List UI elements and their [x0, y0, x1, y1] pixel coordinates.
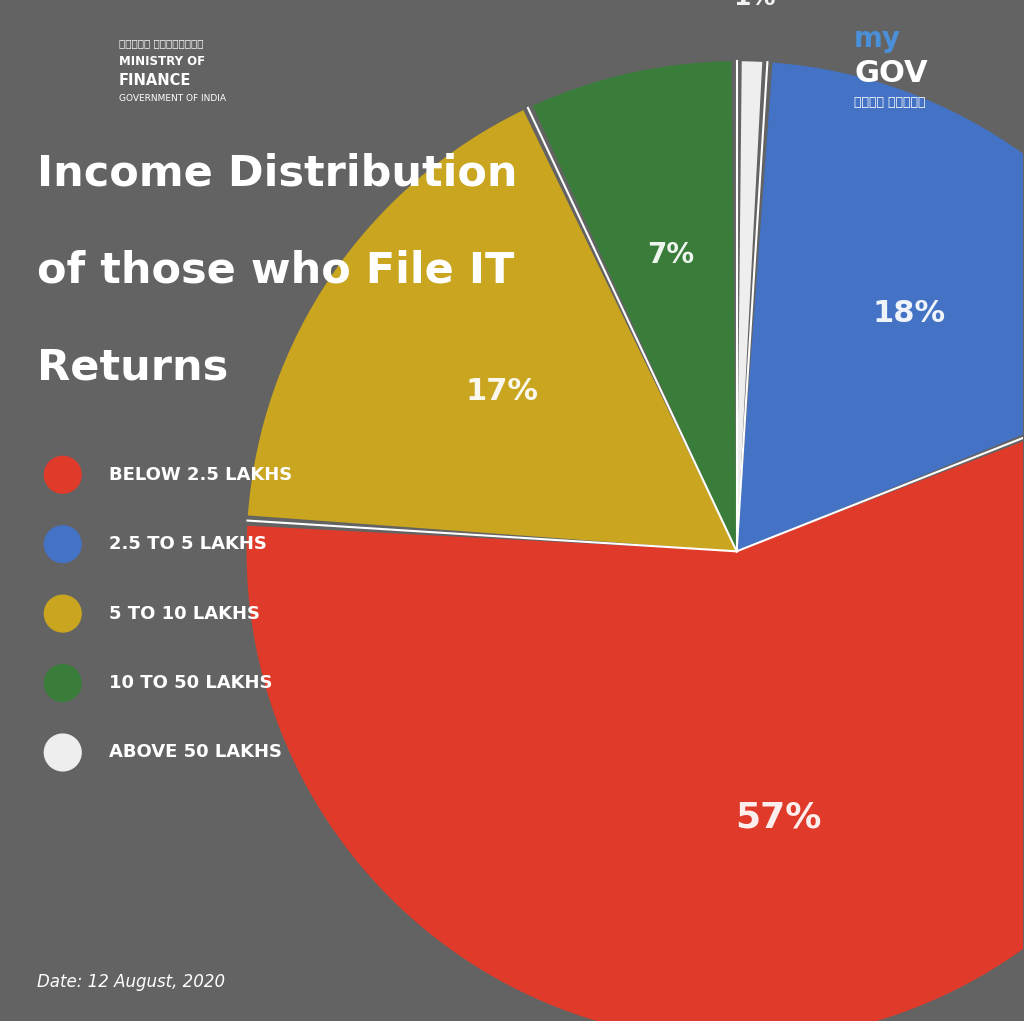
Text: वित्त मंत्रालय: वित्त मंत्रालय [119, 38, 204, 48]
Text: ABOVE 50 LAKHS: ABOVE 50 LAKHS [109, 743, 282, 762]
Text: BELOW 2.5 LAKHS: BELOW 2.5 LAKHS [109, 466, 292, 484]
Wedge shape [248, 110, 736, 551]
Text: my: my [854, 25, 901, 53]
Circle shape [44, 734, 81, 771]
Text: 10 TO 50 LAKHS: 10 TO 50 LAKHS [109, 674, 272, 692]
Circle shape [44, 526, 81, 563]
Text: MINISTRY OF: MINISTRY OF [119, 55, 205, 67]
Text: 2.5 TO 5 LAKHS: 2.5 TO 5 LAKHS [109, 535, 266, 553]
Text: 5 TO 10 LAKHS: 5 TO 10 LAKHS [109, 604, 260, 623]
Circle shape [44, 665, 81, 701]
Text: 57%: 57% [735, 800, 822, 834]
Wedge shape [532, 61, 736, 551]
Text: FINANCE: FINANCE [119, 74, 191, 88]
Text: 18%: 18% [872, 299, 946, 328]
Text: of those who File IT: of those who File IT [37, 249, 515, 292]
Text: 7%: 7% [647, 241, 694, 269]
Text: GOVERNMENT OF INDIA: GOVERNMENT OF INDIA [119, 94, 226, 102]
Circle shape [44, 456, 81, 493]
Text: Date: 12 August, 2020: Date: 12 August, 2020 [37, 973, 225, 991]
Text: मेरी सरकार: मेरी सरकार [854, 96, 926, 108]
Text: GOV: GOV [854, 59, 928, 88]
Text: 17%: 17% [465, 377, 538, 406]
Wedge shape [736, 61, 762, 551]
Text: Returns: Returns [37, 346, 228, 389]
Wedge shape [247, 376, 1024, 1021]
Text: 1%: 1% [733, 0, 775, 10]
Text: Income Distribution: Income Distribution [37, 152, 518, 195]
Wedge shape [736, 62, 1024, 551]
Circle shape [44, 595, 81, 632]
